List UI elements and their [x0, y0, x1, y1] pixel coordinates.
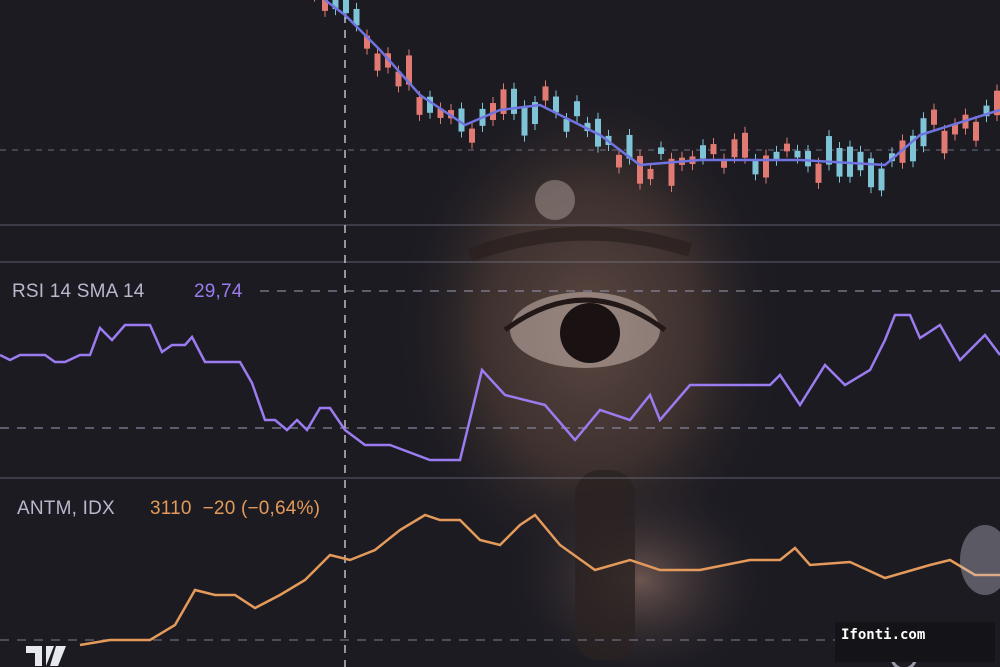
- candle-body: [364, 35, 370, 49]
- candle-body: [710, 144, 717, 155]
- candle-body: [973, 121, 979, 141]
- candle-body: [983, 105, 990, 117]
- candle-body: [752, 159, 759, 175]
- candle-body: [500, 89, 507, 114]
- rsi-value: 29,74: [194, 281, 243, 302]
- tradingview-logo-icon: [26, 646, 66, 666]
- candle-body: [773, 151, 780, 160]
- eye-iris: [560, 303, 620, 363]
- candle-body: [322, 0, 328, 11]
- candle-body: [406, 55, 412, 85]
- person-face: [390, 70, 790, 667]
- price-line: [79, 513, 1000, 647]
- candle-body: [637, 155, 643, 184]
- candle-body: [563, 119, 570, 132]
- candle-body: [521, 106, 528, 136]
- candle-body: [416, 97, 423, 115]
- candle-body: [931, 109, 937, 125]
- candle-body: [668, 158, 675, 186]
- candle-body: [626, 134, 633, 159]
- candle-body: [826, 136, 832, 165]
- candle-body: [458, 108, 465, 132]
- candle-body: [437, 108, 444, 118]
- candle-body: [374, 53, 381, 71]
- candle-body: [920, 118, 927, 147]
- candle-body: [343, 0, 349, 14]
- price-value: 3110: [150, 498, 192, 519]
- candle-body: [353, 8, 360, 26]
- price-readout: 3110 −20 (−0,64%): [150, 498, 320, 520]
- candle-body: [794, 150, 801, 158]
- candle-body: [878, 168, 885, 191]
- price-change: −20 (−0,64%): [202, 498, 321, 519]
- candle-body: [899, 140, 906, 163]
- candle-body: [941, 130, 948, 154]
- candle-body: [805, 150, 811, 167]
- rsi-line: [0, 313, 1000, 462]
- moving-average-line: [324, 0, 1000, 167]
- candle-body: [763, 155, 769, 178]
- candle-body: [658, 147, 664, 154]
- candle-body: [889, 153, 895, 162]
- candle-body: [490, 103, 496, 121]
- candle-body: [994, 90, 1000, 116]
- candle-body: [574, 101, 580, 117]
- candle-body: [584, 122, 591, 132]
- candle-body: [511, 88, 517, 114]
- overlay-button: [960, 525, 1000, 595]
- candle-body: [427, 96, 433, 113]
- candle-body: [784, 143, 790, 152]
- candle-body: [815, 163, 822, 183]
- candle-body: [616, 154, 622, 168]
- rsi-label: RSI 14 SMA 14: [12, 281, 145, 302]
- candle-body: [700, 145, 706, 159]
- candle-body: [469, 128, 475, 143]
- candle-body: [553, 96, 559, 113]
- candle-body: [332, 0, 339, 10]
- candle-body: [647, 168, 654, 180]
- watermark: Ifonti.com: [835, 622, 995, 662]
- ticker-label: ANTM, IDX: [17, 498, 115, 519]
- candle-body: [952, 124, 958, 135]
- candle-body: [395, 71, 402, 87]
- candle-body: [857, 151, 864, 171]
- candle-body: [742, 132, 748, 158]
- candle-body: [868, 158, 874, 188]
- candle-body: [532, 102, 538, 125]
- candle-body: [731, 139, 738, 158]
- candle-body: [910, 135, 916, 162]
- candle-body: [542, 86, 549, 101]
- candle-body: [721, 159, 727, 168]
